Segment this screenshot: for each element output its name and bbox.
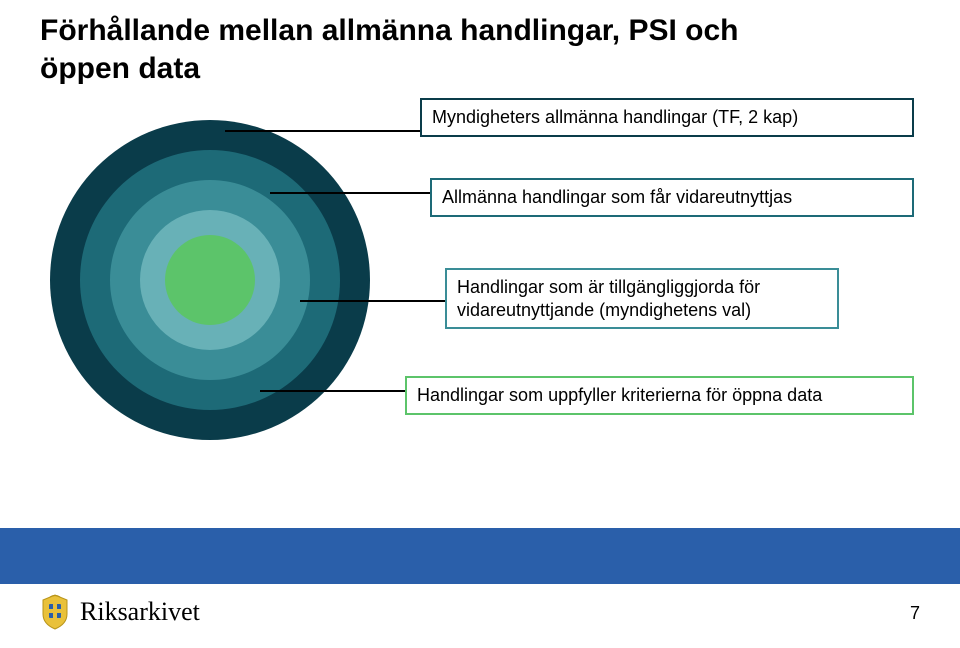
connector-1 — [270, 192, 430, 194]
label-text-2: Handlingar som är tillgängliggjorda för … — [457, 277, 760, 320]
label-box-3: Handlingar som uppfyller kriterierna för… — [405, 376, 914, 415]
label-text-0: Myndigheters allmänna handlingar (TF, 2 … — [432, 107, 798, 127]
org-name: Riksarkivet — [80, 597, 200, 627]
label-box-1: Allmänna handlingar som får vidareutnytt… — [430, 178, 914, 217]
concentric-diagram — [50, 120, 370, 440]
page-number: 7 — [910, 603, 920, 624]
label-box-2: Handlingar som är tillgängliggjorda för … — [445, 268, 839, 329]
crest-icon — [40, 594, 70, 630]
footer-logo: Riksarkivet — [40, 594, 200, 630]
connector-3 — [260, 390, 405, 392]
page-title: Förhållande mellan allmänna handlingar, … — [40, 12, 740, 87]
footer-band — [0, 528, 960, 584]
label-text-1: Allmänna handlingar som får vidareutnytt… — [442, 187, 792, 207]
label-text-3: Handlingar som uppfyller kriterierna för… — [417, 385, 822, 405]
ring-4 — [165, 235, 255, 325]
label-box-0: Myndigheters allmänna handlingar (TF, 2 … — [420, 98, 914, 137]
connector-2 — [300, 300, 445, 302]
connector-0 — [225, 130, 420, 132]
